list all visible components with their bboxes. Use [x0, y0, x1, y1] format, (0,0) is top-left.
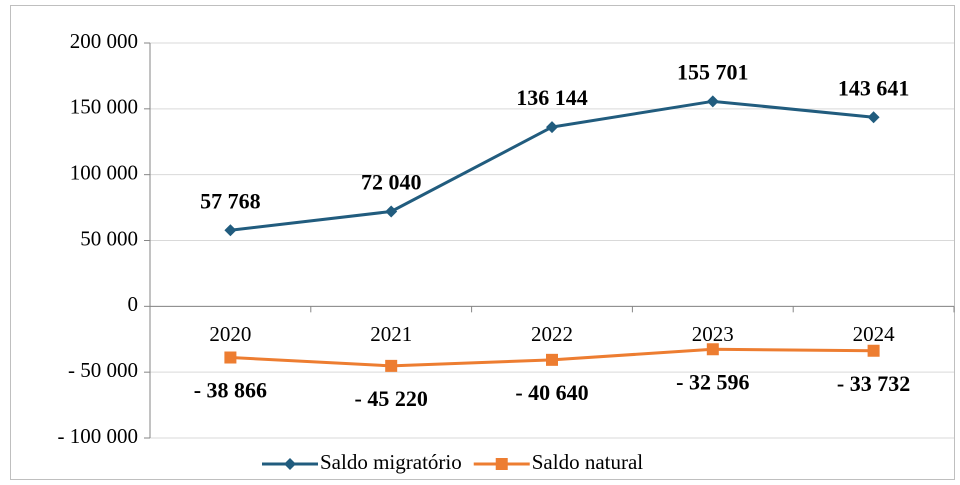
x-tick-label: 2024	[853, 322, 896, 346]
legend-label: Saldo migratório	[320, 450, 462, 474]
marker	[224, 351, 237, 364]
chart-border	[10, 5, 955, 480]
y-tick-label: 200 000	[70, 29, 138, 53]
y-tick-label: 50 000	[80, 226, 138, 250]
x-tick-label: 2023	[692, 322, 734, 346]
x-tick-label: 2020	[209, 322, 251, 346]
value-label: 136 144	[516, 85, 588, 110]
value-label: 155 701	[677, 59, 749, 84]
marker	[385, 205, 398, 218]
y-tick-label: 0	[128, 292, 139, 316]
marker	[546, 353, 558, 366]
x-tick-label: 2022	[531, 322, 573, 346]
value-label: 72 040	[361, 170, 422, 195]
y-tick-label: 100 000	[70, 160, 138, 184]
marker	[546, 121, 558, 134]
legend-marker	[495, 458, 508, 470]
marker	[706, 343, 719, 356]
marker	[867, 111, 880, 124]
marker	[867, 344, 880, 357]
legend-marker	[284, 458, 296, 470]
marker	[385, 359, 398, 372]
y-tick-label: 150 000	[70, 95, 138, 119]
y-tick-label: - 100 000	[58, 424, 139, 448]
value-label: - 45 220	[355, 386, 428, 411]
value-label: 57 768	[200, 188, 261, 213]
legend-label: Saldo natural	[532, 450, 644, 474]
marker	[706, 95, 719, 108]
marker	[224, 224, 237, 237]
value-label: - 33 732	[837, 371, 910, 396]
value-label: - 40 640	[515, 380, 588, 405]
value-label: - 32 596	[676, 369, 749, 394]
value-label: - 38 866	[194, 378, 267, 403]
value-label: 143 641	[838, 75, 910, 100]
x-tick-label: 2021	[370, 322, 412, 346]
y-tick-label: - 50 000	[68, 358, 138, 382]
